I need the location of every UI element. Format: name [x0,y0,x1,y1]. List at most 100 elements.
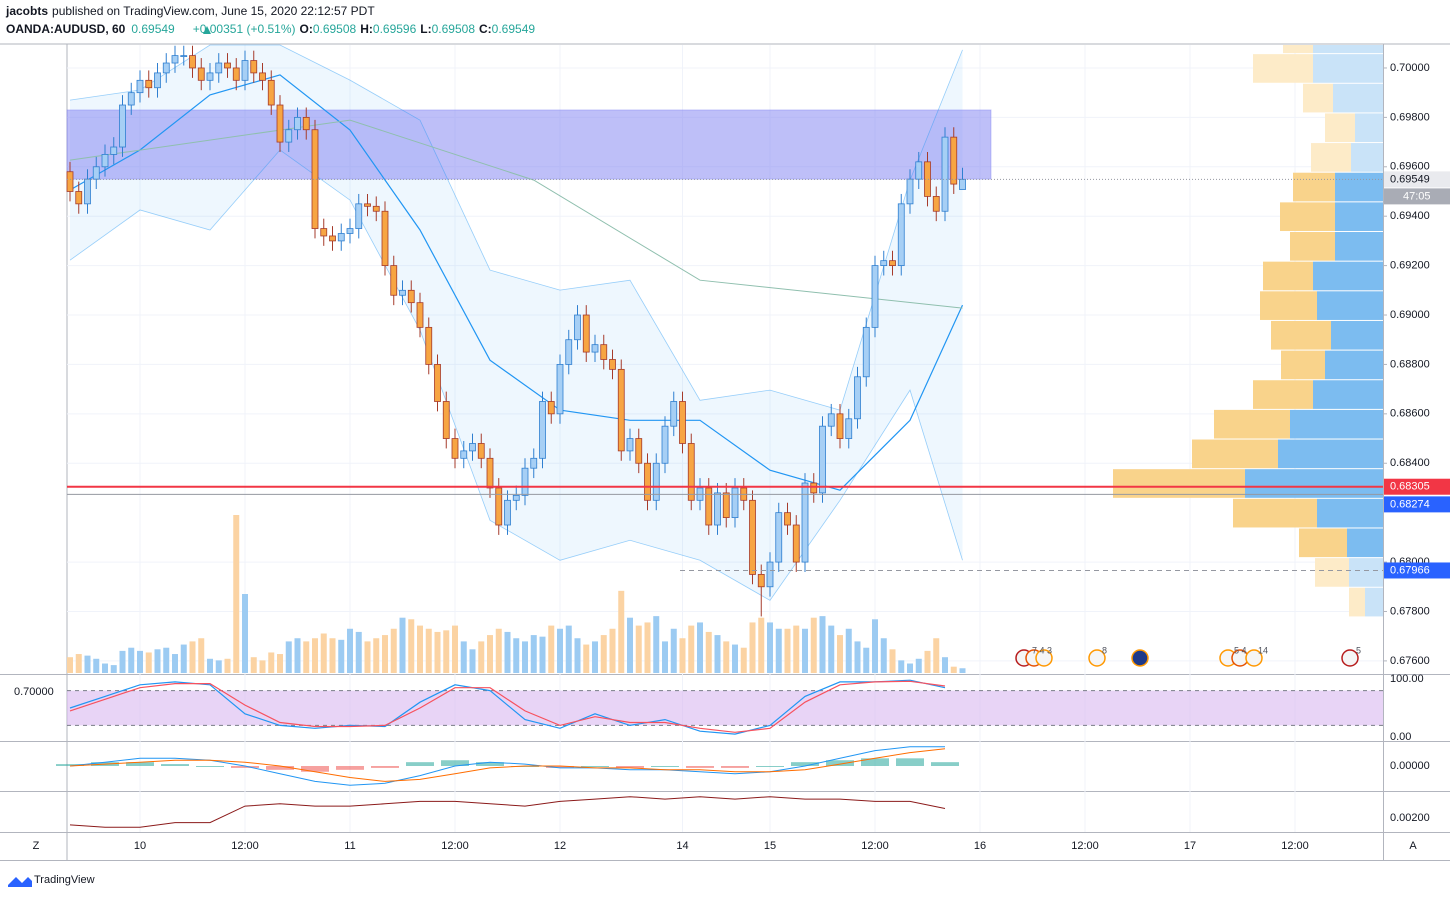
candle-body [486,457,494,489]
main-layer [56,44,1383,828]
event-icon[interactable] [1015,649,1053,667]
y-tick-label: 0.68400 [1390,457,1430,469]
volume-bar [382,635,388,673]
countdown-box [1384,188,1450,205]
candle-body [644,462,651,501]
event-icon[interactable] [1131,649,1149,667]
candle-body [451,438,459,459]
events: 7 4 3 8 5 4 14 5 [1015,645,1361,667]
candle-body [784,512,791,526]
macd-hist [896,758,924,766]
volume-bar [530,635,537,673]
profile-down [1253,54,1313,83]
candle-body [110,146,118,155]
volume-bar [924,650,931,673]
candle-body [959,178,966,190]
profile-down [1192,439,1278,469]
candle-body [757,574,765,588]
candle-body [154,72,161,89]
candle-body [679,401,686,444]
y-tick-label: 0.69600 [1390,161,1430,173]
volume-bar [653,616,660,673]
volume-bar [828,625,835,673]
volume-bar [224,658,231,673]
ohlc-value: 0.69549 [492,22,536,36]
macd-line [69,748,946,782]
candle-body [469,443,476,452]
profile-down [1233,498,1317,528]
macd-hist [126,762,154,766]
candle-body [171,55,179,64]
author: jacobts [5,4,48,18]
volume-bar [933,638,940,673]
volume-bar [732,644,738,673]
x-tick-label: 12:00 [441,840,469,852]
y-tick-label: 0.69800 [1390,111,1430,123]
candle-body [714,492,721,526]
volume-bar [233,515,240,673]
volume-bar [627,617,633,673]
x-tick-label: 10 [134,840,146,852]
macd-hist [791,762,819,766]
volume-bar [434,631,441,673]
x-tick-label: 12 [554,840,566,852]
ohlc-value: 0.69596 [373,22,417,36]
macd-hist [56,764,84,766]
volume-bar [495,628,502,673]
candle-body [329,235,336,242]
macd-hist [161,764,189,766]
candle-body [705,487,713,526]
event-icon[interactable] [1219,649,1263,667]
volume-bar [478,641,485,673]
candle-body [92,166,100,180]
candle-body [495,487,503,526]
brand-logo [8,877,32,887]
candle-body [136,79,144,94]
x-tick-label: 12:00 [231,840,259,852]
volume-bar [618,590,625,673]
candle-body [206,72,214,81]
candle-body [390,265,398,296]
candle-body [285,129,293,143]
y-tick-label: 0.68600 [1390,408,1430,420]
volume-bar [285,641,292,673]
volume-bar [740,647,747,673]
candle-body [197,67,205,81]
volume-bar [565,625,572,673]
scale-button[interactable]: Z [33,840,40,852]
ohlc-label: H: [360,22,373,36]
candle-body [600,344,608,360]
volume-bar [180,644,187,673]
volume-bar [207,658,213,673]
event-icon[interactable] [1088,649,1106,667]
auto-button[interactable]: A [1409,840,1417,852]
macd-hist [546,766,574,768]
profile-down [1290,232,1335,261]
volume-bar [102,663,108,673]
profile-down [1293,172,1335,202]
pane-left-label: 0.70000 [14,686,54,698]
volume-bar [198,638,205,673]
atr-line [69,796,946,828]
volume-bar [802,628,808,673]
volume-bar [863,647,870,673]
candle-body [224,62,231,69]
macd-hist [476,762,504,766]
event-count: 5 4 [1234,645,1247,655]
volume-bar [268,652,275,673]
zone [66,109,992,180]
profile-down [1253,380,1313,409]
profile-down [1303,83,1333,113]
volume-bar [390,628,397,673]
x-tick-label: 17 [1184,840,1196,852]
candle-body [687,443,695,501]
candle-body [84,178,91,205]
candle-body [854,376,861,420]
volume-bar [723,641,730,673]
event-icon[interactable] [1341,649,1359,667]
volume-bar [320,633,327,673]
level-label: 0.68274 [1390,498,1430,510]
macd-hist [826,760,854,766]
volume-bar [425,628,432,673]
y-tick-label: 0.00000 [1390,760,1430,772]
